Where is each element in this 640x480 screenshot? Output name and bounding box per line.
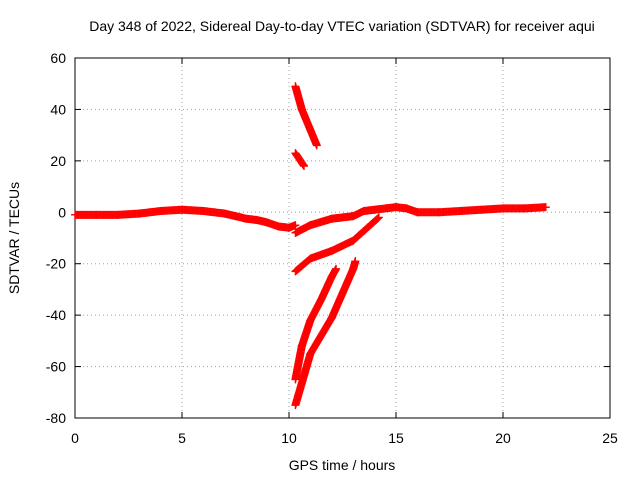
data-point — [312, 141, 321, 150]
x-tick-label: 10 — [281, 430, 297, 446]
y-tick-label: -20 — [46, 256, 66, 272]
data-point — [351, 257, 360, 266]
y-tick-label: 20 — [50, 153, 66, 169]
data-points — [71, 82, 550, 410]
y-tick-label: 60 — [50, 50, 66, 66]
series-track-4 — [291, 213, 383, 276]
y-tick-label: 40 — [50, 101, 66, 117]
y-tick-label: -60 — [46, 359, 66, 375]
data-point — [541, 203, 550, 212]
y-axis-label: SDTVAR / TECUs — [6, 182, 22, 294]
data-point — [299, 162, 308, 170]
y-tick-label: -80 — [46, 410, 66, 426]
x-tick-label: 20 — [495, 430, 511, 446]
series-track-3 — [370, 203, 550, 217]
series-track-2 — [291, 205, 379, 237]
data-point — [332, 264, 341, 273]
series-track-6 — [291, 257, 360, 410]
series-track-5 — [291, 264, 341, 384]
y-tick-label: 0 — [58, 204, 66, 220]
x-tick-label: 5 — [178, 430, 186, 446]
series-main-track — [71, 205, 300, 232]
grid — [75, 58, 610, 418]
data-point — [291, 221, 300, 230]
chart-title: Day 348 of 2022, Sidereal Day-to-day VTE… — [89, 18, 595, 34]
series-track-7 — [291, 82, 321, 150]
x-axis-label: GPS time / hours — [289, 457, 396, 473]
tick-labels: 0 5 10 15 20 25 -80 -60 -40 -20 0 20 40 60 — [46, 50, 618, 446]
data-point — [373, 214, 382, 223]
y-tick-label: -40 — [46, 307, 66, 323]
x-tick-label: 15 — [388, 430, 404, 446]
x-tick-label: 25 — [602, 430, 618, 446]
data-point — [373, 215, 382, 224]
data-point — [374, 213, 383, 222]
plot-frame — [74, 57, 611, 419]
axis-ticks — [74, 57, 611, 419]
series-track-8 — [291, 149, 308, 170]
x-tick-label: 0 — [71, 430, 79, 446]
